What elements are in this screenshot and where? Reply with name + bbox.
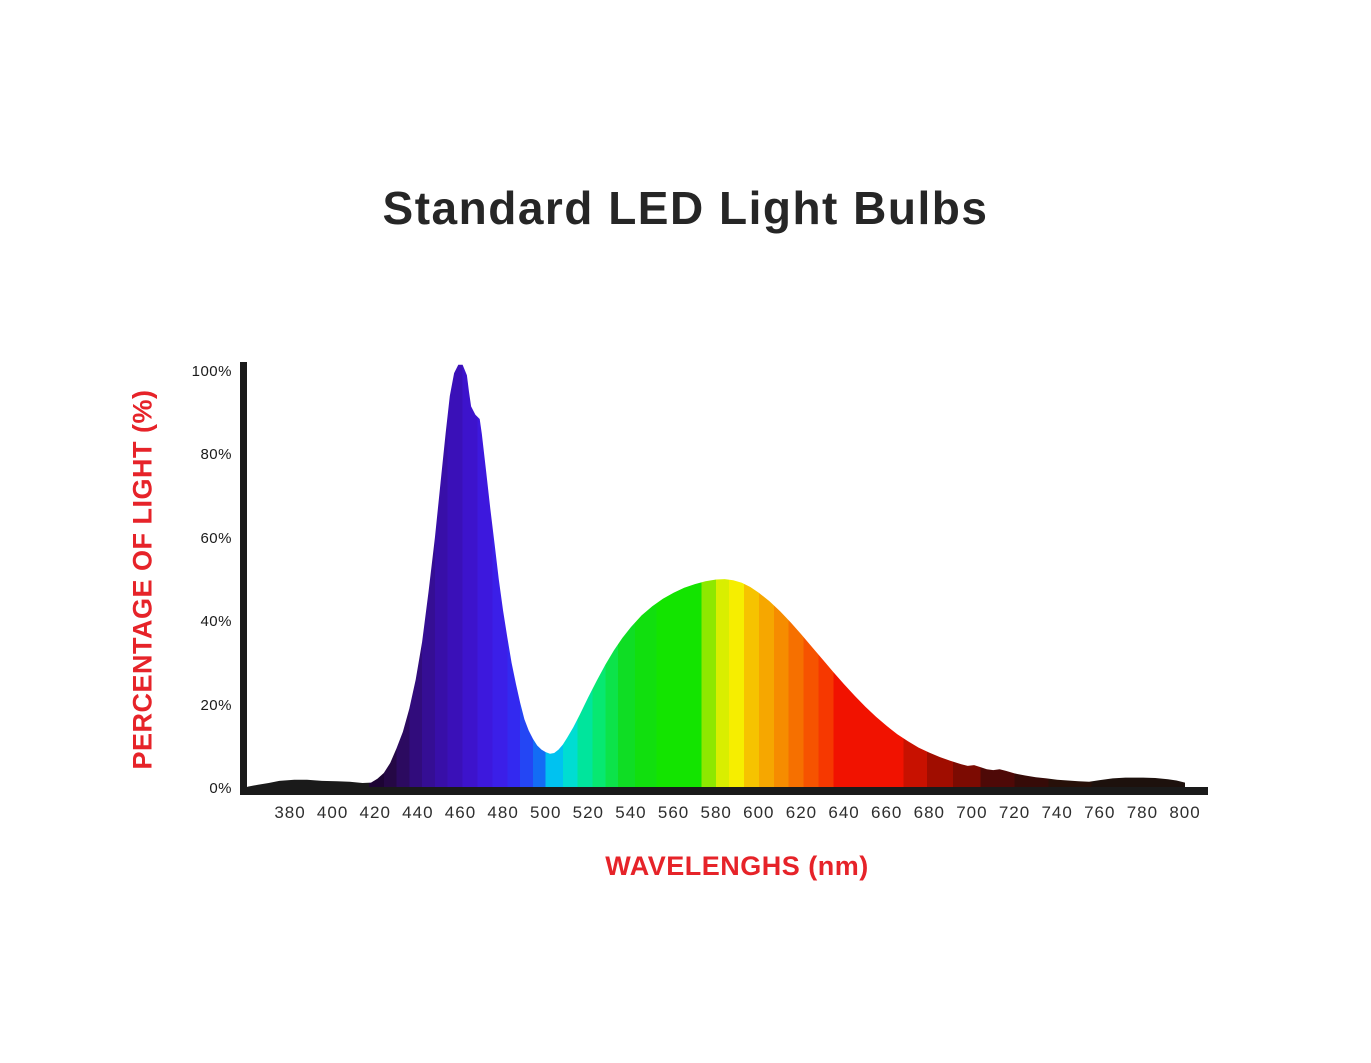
x-tick-label: 540 <box>615 803 647 822</box>
x-tick-label: 740 <box>1041 803 1073 822</box>
x-tick-label: 600 <box>743 803 775 822</box>
x-tick-label: 520 <box>572 803 605 822</box>
x-tick-label: 700 <box>956 803 988 822</box>
x-tick-label: 480 <box>487 803 519 822</box>
x-tick-label: 500 <box>530 803 562 822</box>
x-tick-label: 380 <box>274 803 306 822</box>
y-tick-label: 0% <box>209 780 232 797</box>
x-axis-title: WAVELENGHS (nm) <box>605 851 869 881</box>
spectrum-area-fill <box>247 364 1185 788</box>
x-tick-label: 620 <box>785 803 818 822</box>
x-tick-label: 460 <box>444 803 477 822</box>
x-tick-label: 580 <box>700 803 732 822</box>
x-tick-label: 800 <box>1169 803 1201 822</box>
x-tick-label: 680 <box>913 803 945 822</box>
x-tick-label: 760 <box>1084 803 1116 822</box>
x-tick-label: 640 <box>828 803 860 822</box>
y-tick-label: 80% <box>200 446 232 464</box>
chart-title: Standard LED Light Bulbs <box>382 182 989 234</box>
y-tick-label: 100% <box>191 363 232 380</box>
x-tick-label: 440 <box>402 803 434 822</box>
x-tick-label: 660 <box>870 803 903 822</box>
x-tick-label: 720 <box>998 803 1031 822</box>
y-tick-label: 40% <box>200 613 232 631</box>
x-tick-label: 400 <box>316 803 349 822</box>
x-tick-label: 560 <box>657 803 690 822</box>
x-tick-label: 420 <box>359 803 391 822</box>
y-tick-label: 20% <box>200 696 232 714</box>
x-tick-label: 780 <box>1126 803 1159 822</box>
y-tick-label: 60% <box>200 529 232 547</box>
